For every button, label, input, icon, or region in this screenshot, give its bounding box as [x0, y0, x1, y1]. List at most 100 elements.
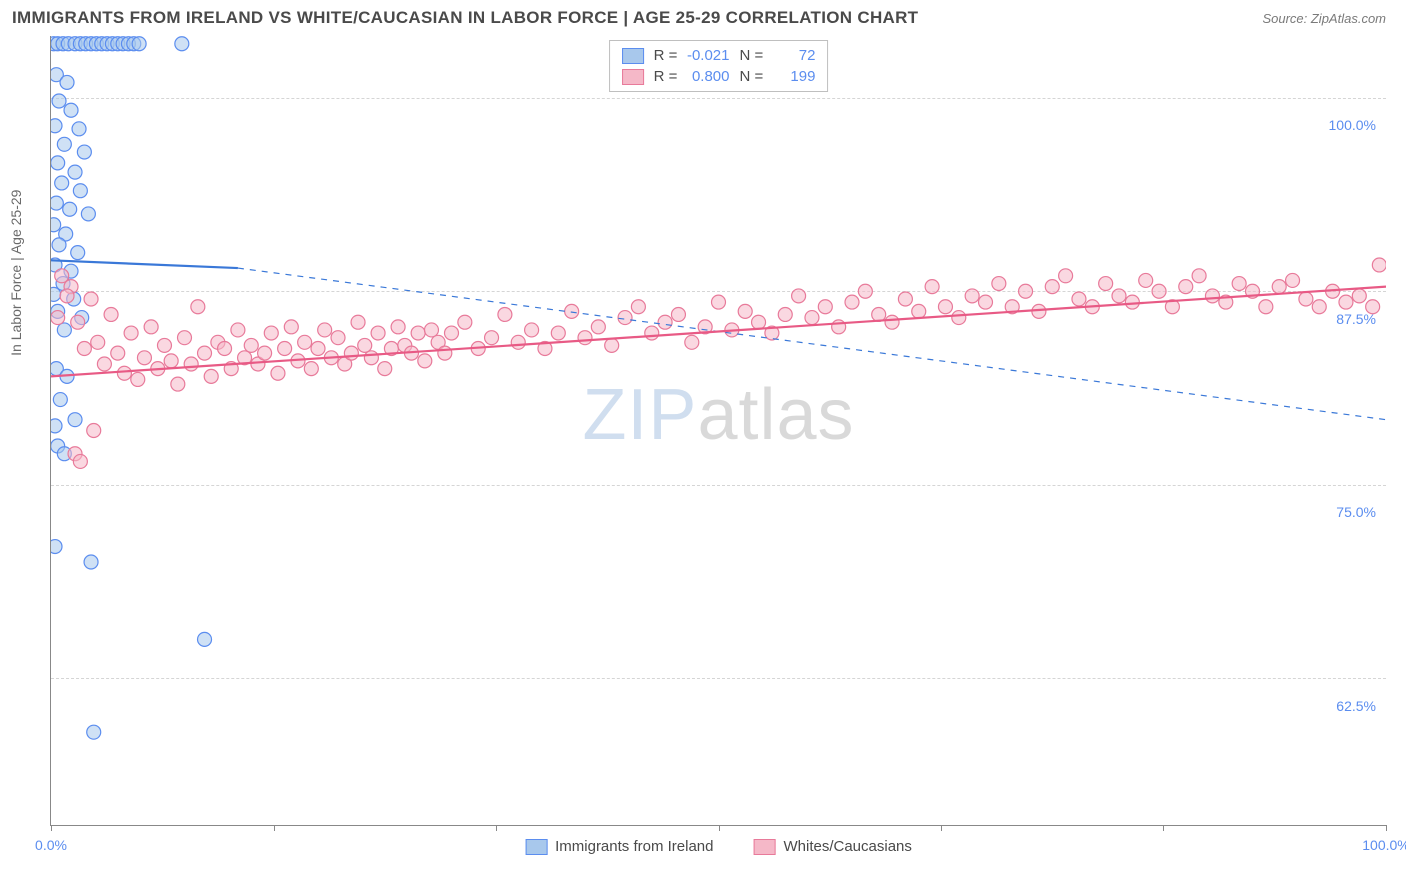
data-point — [458, 315, 472, 329]
data-point — [77, 145, 91, 159]
data-point — [738, 304, 752, 318]
legend-item: Immigrants from Ireland — [525, 838, 713, 855]
x-tick-label: 0.0% — [35, 837, 67, 853]
data-point — [68, 413, 82, 427]
data-point — [752, 315, 766, 329]
data-point — [175, 37, 189, 51]
data-point — [618, 311, 632, 325]
chart-title: IMMIGRANTS FROM IRELAND VS WHITE/CAUCASI… — [12, 8, 918, 28]
data-point — [1232, 277, 1246, 291]
data-point — [578, 331, 592, 345]
scatter-plot — [51, 36, 1386, 825]
data-point — [411, 326, 425, 340]
data-point — [1205, 289, 1219, 303]
data-point — [925, 280, 939, 294]
data-point — [318, 323, 332, 337]
x-tick — [51, 825, 52, 831]
data-point — [485, 331, 499, 345]
data-point — [55, 269, 69, 283]
x-tick — [496, 825, 497, 831]
data-point — [645, 326, 659, 340]
data-point — [1339, 295, 1353, 309]
data-point — [445, 326, 459, 340]
data-point — [218, 342, 232, 356]
data-point — [77, 342, 91, 356]
data-point — [1059, 269, 1073, 283]
data-point — [424, 323, 438, 337]
data-point — [1366, 300, 1380, 314]
data-point — [438, 346, 452, 360]
data-point — [298, 335, 312, 349]
data-point — [658, 315, 672, 329]
data-point — [51, 196, 63, 210]
data-point — [498, 307, 512, 321]
data-point — [938, 300, 952, 314]
data-point — [51, 311, 65, 325]
data-point — [71, 315, 85, 329]
data-point — [244, 338, 258, 352]
data-point — [805, 311, 819, 325]
x-tick — [1386, 825, 1387, 831]
data-point — [992, 277, 1006, 291]
legend-r: R = -0.021 — [654, 47, 730, 64]
data-point — [952, 311, 966, 325]
data-point — [685, 335, 699, 349]
data-point — [104, 307, 118, 321]
data-point — [258, 346, 272, 360]
data-point — [198, 632, 212, 646]
data-point — [157, 338, 171, 352]
data-point — [1286, 273, 1300, 287]
legend-n: N = 199 — [740, 68, 816, 85]
data-point — [137, 351, 151, 365]
data-point — [1072, 292, 1086, 306]
data-point — [631, 300, 645, 314]
data-point — [885, 315, 899, 329]
data-point — [858, 284, 872, 298]
data-point — [378, 362, 392, 376]
data-point — [525, 323, 539, 337]
data-point — [551, 326, 565, 340]
data-point — [87, 424, 101, 438]
x-tick-label: 100.0% — [1362, 837, 1406, 853]
data-point — [84, 292, 98, 306]
x-tick — [941, 825, 942, 831]
data-point — [117, 366, 131, 380]
data-point — [351, 315, 365, 329]
data-point — [304, 362, 318, 376]
data-point — [81, 207, 95, 221]
data-point — [1299, 292, 1313, 306]
data-point — [51, 419, 62, 433]
data-point — [231, 323, 245, 337]
data-point — [184, 357, 198, 371]
data-point — [60, 75, 74, 89]
data-point — [91, 335, 105, 349]
data-point — [511, 335, 525, 349]
data-point — [84, 555, 98, 569]
data-point — [171, 377, 185, 391]
data-point — [1192, 269, 1206, 283]
legend-row: R = 0.800 N = 199 — [622, 66, 816, 87]
data-point — [144, 320, 158, 334]
data-point — [132, 37, 146, 51]
data-point — [1099, 277, 1113, 291]
data-point — [178, 331, 192, 345]
data-point — [1272, 280, 1286, 294]
data-point — [51, 156, 65, 170]
y-axis-label: In Labor Force | Age 25-29 — [8, 189, 24, 355]
data-point — [371, 326, 385, 340]
data-point — [131, 372, 145, 386]
data-point — [198, 346, 212, 360]
legend-swatch — [525, 839, 547, 855]
legend-r: R = 0.800 — [654, 68, 730, 85]
data-point — [87, 725, 101, 739]
data-point — [51, 218, 61, 232]
data-point — [51, 540, 62, 554]
data-point — [565, 304, 579, 318]
legend-row: R = -0.021N = 72 — [622, 45, 816, 66]
data-point — [71, 246, 85, 260]
data-point — [1139, 273, 1153, 287]
legend-label: Immigrants from Ireland — [555, 838, 713, 855]
data-point — [284, 320, 298, 334]
legend-swatch — [754, 839, 776, 855]
data-point — [204, 369, 218, 383]
